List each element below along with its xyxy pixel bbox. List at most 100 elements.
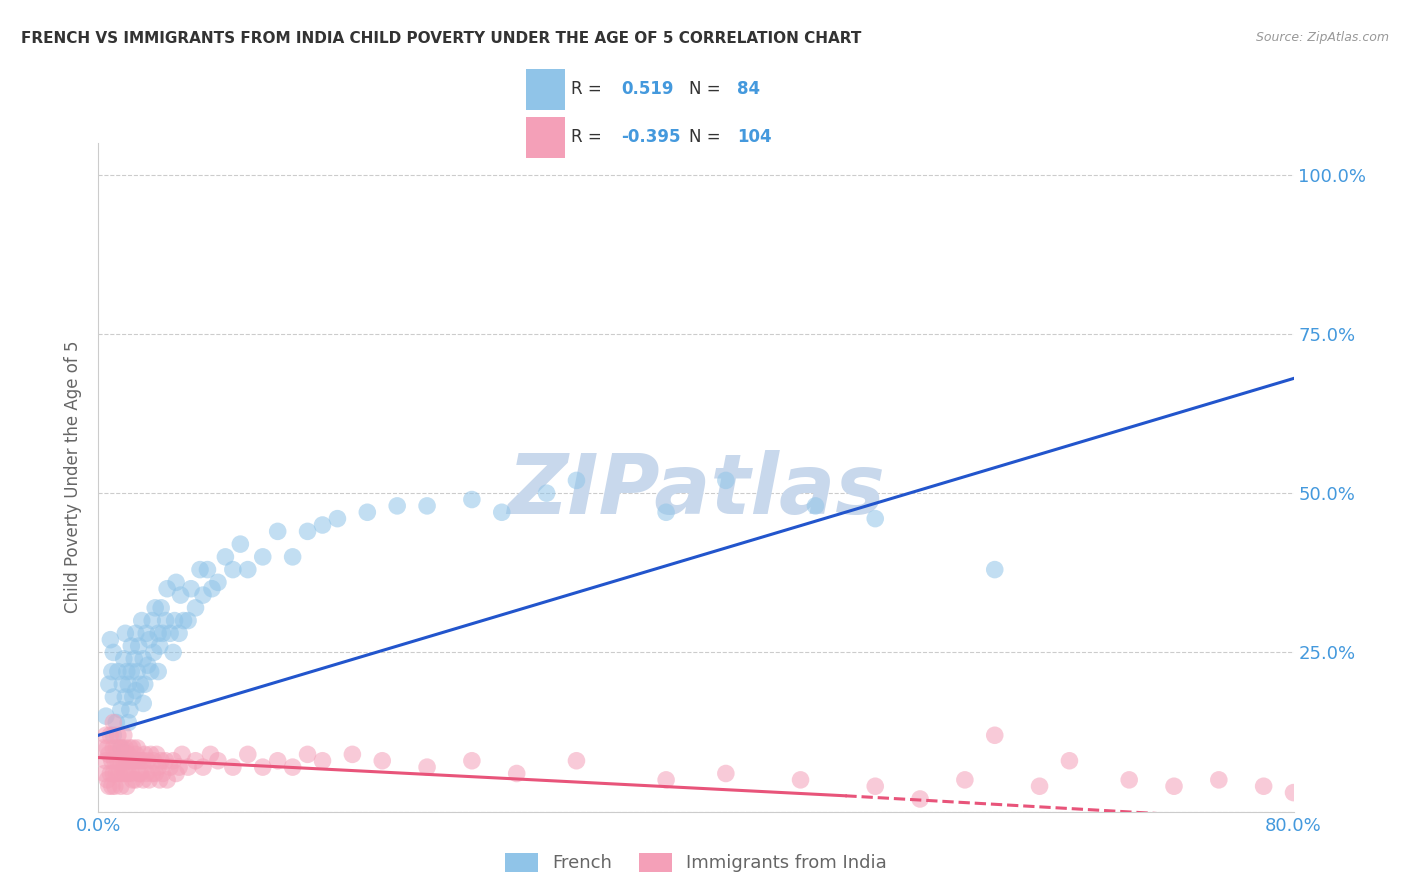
Point: [311, 518, 333, 533]
Point: [112, 754, 135, 768]
Point: [655, 772, 678, 787]
Point: [104, 754, 127, 768]
Point: [118, 703, 141, 717]
Point: [252, 549, 274, 564]
Point: [100, 728, 122, 742]
Point: [865, 779, 887, 793]
Point: [536, 486, 558, 500]
Point: [138, 772, 160, 787]
Point: [281, 760, 304, 774]
Point: [342, 747, 364, 762]
Point: [655, 505, 678, 519]
Point: [714, 766, 737, 780]
Point: [159, 760, 181, 774]
Point: [143, 600, 166, 615]
Text: N =: N =: [689, 80, 725, 98]
Point: [128, 639, 150, 653]
Point: [172, 747, 194, 762]
Point: [103, 690, 125, 704]
Point: [145, 747, 167, 762]
Point: [214, 549, 236, 564]
Point: [142, 645, 165, 659]
Point: [461, 754, 484, 768]
Point: [207, 575, 229, 590]
Point: [162, 645, 184, 659]
Point: [94, 728, 117, 742]
Point: [416, 760, 439, 774]
Point: [191, 588, 214, 602]
Point: [114, 741, 136, 756]
Point: [121, 690, 143, 704]
Point: [131, 614, 153, 628]
Point: [107, 754, 129, 768]
Point: [1118, 772, 1140, 787]
Point: [200, 747, 222, 762]
Point: [118, 741, 141, 756]
Point: [141, 766, 163, 780]
Point: [132, 772, 155, 787]
Point: [197, 563, 219, 577]
Text: ZIPatlas: ZIPatlas: [508, 450, 884, 531]
Point: [138, 632, 160, 647]
Text: 84: 84: [737, 80, 759, 98]
Point: [139, 747, 162, 762]
Point: [111, 766, 134, 780]
Point: [91, 741, 114, 756]
Point: [159, 626, 181, 640]
Point: [148, 665, 170, 679]
Point: [222, 760, 245, 774]
Point: [134, 677, 156, 691]
Point: [865, 511, 887, 525]
FancyBboxPatch shape: [526, 117, 565, 158]
Point: [1163, 779, 1185, 793]
Point: [128, 766, 150, 780]
Point: [103, 766, 125, 780]
Point: [506, 766, 529, 780]
Text: 104: 104: [737, 128, 772, 146]
Point: [112, 652, 135, 666]
Point: [124, 652, 146, 666]
Point: [953, 772, 976, 787]
Text: R =: R =: [571, 128, 607, 146]
Point: [984, 563, 1007, 577]
Point: [110, 741, 132, 756]
Legend: French, Immigrants from India: French, Immigrants from India: [498, 846, 894, 880]
Point: [201, 582, 224, 596]
Point: [135, 766, 157, 780]
Point: [103, 715, 125, 730]
FancyBboxPatch shape: [526, 69, 565, 110]
Point: [125, 772, 148, 787]
Point: [1282, 786, 1305, 800]
Point: [1059, 754, 1081, 768]
Point: [714, 474, 737, 488]
Point: [229, 537, 252, 551]
Point: [110, 754, 132, 768]
Point: [165, 575, 187, 590]
Point: [252, 760, 274, 774]
Point: [385, 499, 409, 513]
Point: [356, 505, 378, 519]
Point: [156, 582, 179, 596]
Point: [118, 754, 141, 768]
Point: [141, 614, 163, 628]
Point: [162, 754, 184, 768]
Point: [112, 728, 135, 742]
Text: Source: ZipAtlas.com: Source: ZipAtlas.com: [1256, 31, 1389, 45]
Point: [101, 754, 124, 768]
Point: [117, 766, 139, 780]
Point: [121, 772, 143, 787]
Point: [132, 697, 155, 711]
Point: [132, 652, 155, 666]
Point: [136, 754, 159, 768]
Point: [267, 754, 290, 768]
Point: [120, 665, 142, 679]
Point: [135, 626, 157, 640]
Text: -0.395: -0.395: [621, 128, 681, 146]
Point: [117, 677, 139, 691]
Point: [565, 474, 588, 488]
Point: [167, 760, 190, 774]
Point: [94, 754, 117, 768]
Point: [107, 728, 129, 742]
Point: [163, 614, 186, 628]
Point: [114, 690, 136, 704]
